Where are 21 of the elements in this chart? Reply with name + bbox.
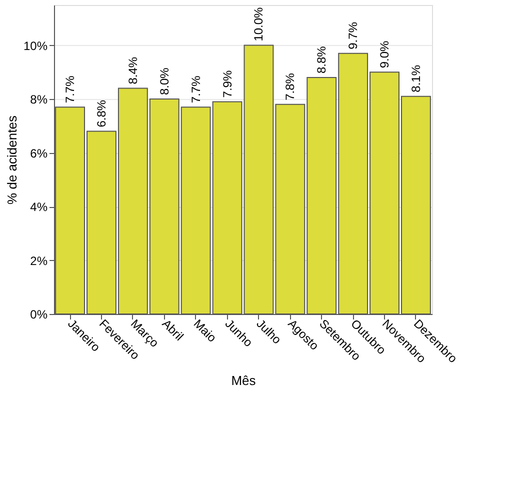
- x-tick-label: Abril: [159, 316, 186, 344]
- y-tick-label: 8%: [30, 92, 48, 107]
- y-axis-title: % de acidentes: [4, 115, 20, 204]
- data-label: 8.8%: [314, 46, 329, 74]
- y-tick-label: 10%: [23, 38, 48, 53]
- y-tick-label: 2%: [30, 254, 48, 268]
- y-tick-label: 6%: [30, 146, 48, 160]
- data-label: 7.7%: [188, 75, 203, 104]
- data-label: 8.1%: [408, 64, 423, 92]
- data-label: 7.7%: [63, 75, 78, 104]
- data-label: 9.0%: [378, 40, 392, 68]
- data-label: 9.7%: [346, 22, 360, 50]
- data-label: 8.4%: [126, 56, 140, 84]
- x-axis-title: Mês: [231, 372, 256, 388]
- data-label: 10.0%: [252, 6, 266, 42]
- data-label: 7.9%: [220, 70, 234, 98]
- y-tick-label: 0%: [30, 308, 48, 322]
- y-tick-label: 4%: [30, 200, 48, 214]
- data-label: 8.0%: [157, 67, 172, 96]
- data-label: 6.8%: [94, 100, 108, 128]
- data-label: 7.8%: [283, 72, 298, 100]
